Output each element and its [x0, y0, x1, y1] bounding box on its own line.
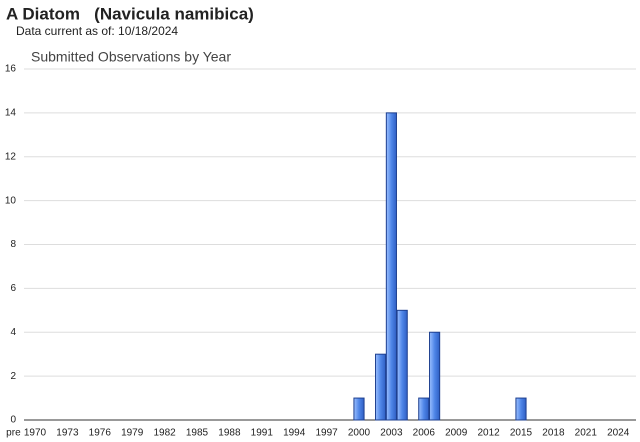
y-tick-label: 6 — [10, 283, 16, 294]
x-tick-label: 1970 — [24, 428, 47, 439]
x-tick-label: 2003 — [380, 428, 403, 439]
x-tick-label: 2000 — [348, 428, 371, 439]
x-tick-label: pre — [6, 428, 21, 439]
bar — [418, 397, 430, 421]
subtitle: Data current as of: 10/18/2024 — [16, 24, 178, 38]
bar — [515, 397, 527, 421]
x-tick-label: 1994 — [283, 428, 306, 439]
chart-title: Submitted Observations by Year — [31, 49, 231, 65]
x-tick-label: 1997 — [315, 428, 338, 439]
y-tick-label: 4 — [10, 327, 16, 338]
y-tick-label: 14 — [5, 108, 17, 119]
y-tick-label: 10 — [5, 195, 17, 206]
x-tick-label: 2006 — [413, 428, 436, 439]
x-tick-label: 1991 — [251, 428, 274, 439]
x-tick-label: 1982 — [153, 428, 176, 439]
y-tick-label: 16 — [5, 64, 17, 75]
x-tick-label: 2024 — [607, 428, 630, 439]
x-tick-label: 2009 — [445, 428, 468, 439]
y-tick-label: 2 — [10, 371, 16, 382]
page-title: A Diatom (Navicula namibica) — [6, 4, 254, 23]
x-tick-label: 1988 — [218, 428, 241, 439]
x-tick-label: 1979 — [121, 428, 144, 439]
bar — [385, 112, 397, 421]
bar — [353, 397, 365, 421]
x-tick-label: 2012 — [477, 428, 500, 439]
x-tick-label: 2018 — [542, 428, 565, 439]
x-tick-label: 2015 — [510, 428, 533, 439]
y-tick-label: 8 — [10, 239, 16, 250]
x-tick-label: 2021 — [575, 428, 598, 439]
x-tick-label: 1976 — [89, 428, 112, 439]
x-tick-label: 1973 — [56, 428, 79, 439]
bar — [396, 309, 408, 421]
x-tick-label: 1985 — [186, 428, 209, 439]
bar — [429, 331, 441, 421]
bar — [375, 353, 387, 421]
y-tick-label: 12 — [5, 151, 17, 162]
y-tick-label: 0 — [10, 415, 16, 426]
